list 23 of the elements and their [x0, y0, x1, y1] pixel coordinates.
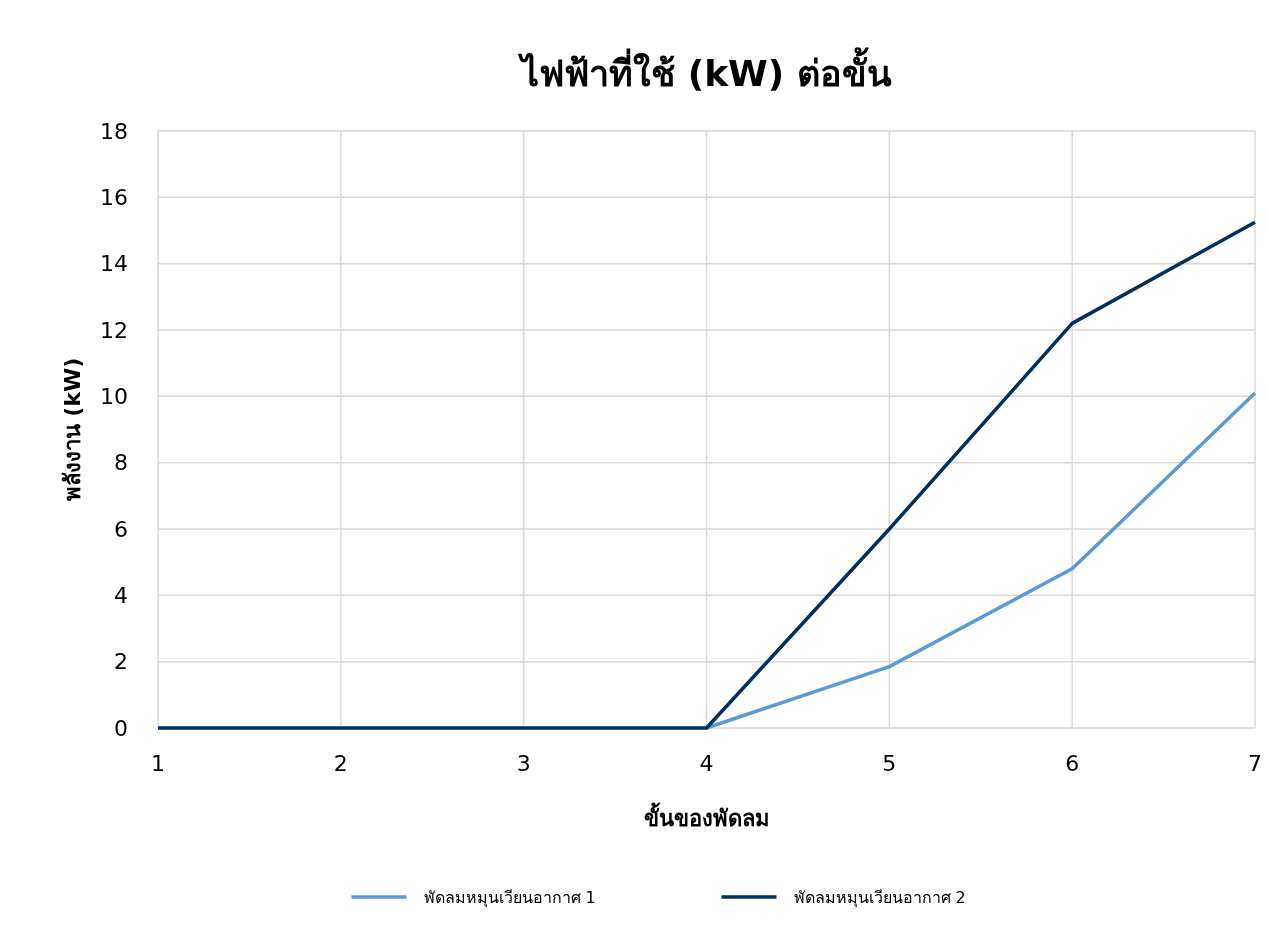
legend-label: พัดลมหมุนเวียนอากาศ 1	[423, 887, 596, 908]
y-tick-label: 14	[100, 251, 128, 277]
x-tick-label: 6	[1065, 751, 1080, 776]
y-tick-label: 16	[100, 184, 128, 210]
x-tick-label: 3	[516, 751, 531, 776]
y-tick-label: 18	[100, 118, 128, 144]
x-tick-label: 2	[333, 751, 348, 776]
legend-label: พัดลมหมุนเวียนอากาศ 2	[793, 887, 966, 908]
line-series	[704, 391, 1257, 730]
y-tick-label: 12	[100, 317, 128, 343]
chart-title: ไฟฟ้าที่ใช้ (kW) ต่อขั้น	[517, 47, 892, 94]
y-tick-label: 6	[114, 516, 128, 542]
y-tick-label: 10	[100, 383, 128, 409]
y-tick-label: 8	[114, 450, 128, 476]
x-tick-label: 4	[699, 751, 714, 776]
x-tick-label: 1	[151, 751, 165, 776]
x-tick-label: 5	[882, 751, 897, 776]
x-tick-label: 7	[1248, 751, 1262, 776]
y-axis-title: พลังงาน (kW)	[60, 357, 85, 502]
x-axis-title: ขั้นของพัดลม	[643, 802, 770, 831]
y-tick-label: 4	[114, 582, 128, 608]
y-tick-label: 2	[114, 649, 128, 675]
y-tick-label: 0	[114, 715, 128, 741]
